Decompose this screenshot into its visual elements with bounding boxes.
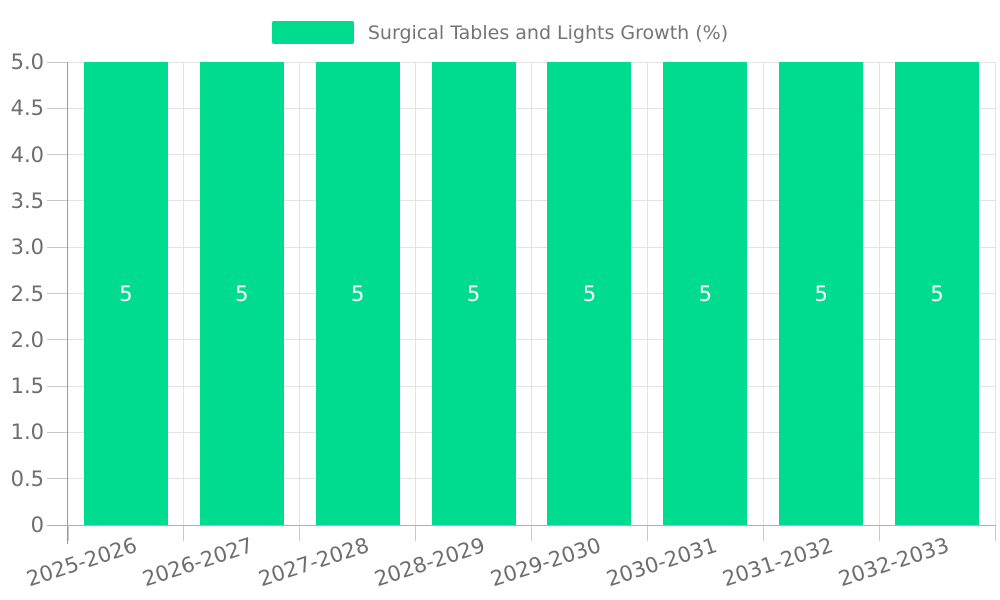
v-gridline [878, 62, 880, 525]
y-tick-label: 3.5 [10, 188, 44, 213]
y-axis-tick [47, 385, 68, 387]
y-axis-tick [47, 246, 68, 248]
v-gridline [646, 62, 648, 525]
bar-value-label: 5 [235, 281, 249, 306]
bar: 5 [895, 62, 980, 525]
y-axis-tick [47, 478, 68, 480]
x-axis-tick [878, 525, 880, 541]
y-axis-tick [47, 154, 68, 156]
x-tick-label: 2030-2031 [603, 533, 720, 592]
x-axis-tick [299, 525, 301, 541]
y-axis-tick [47, 339, 68, 341]
x-axis-line [47, 525, 996, 526]
bar-value-label: 5 [930, 281, 944, 306]
x-axis-tick [415, 525, 417, 541]
bar: 5 [83, 62, 168, 525]
bar: 5 [199, 62, 284, 525]
bar-value-label: 5 [698, 281, 712, 306]
y-axis-tick [47, 293, 68, 294]
x-tick-label: 2028-2029 [371, 533, 488, 592]
bar: 5 [547, 62, 632, 525]
v-gridline [299, 62, 301, 525]
y-tick-label: 4.0 [10, 142, 44, 167]
y-axis-tick [47, 107, 68, 109]
bar: 5 [779, 62, 864, 525]
x-tick-label: 2027-2028 [255, 533, 373, 592]
y-tick-label: 1.5 [10, 374, 44, 399]
x-tick-label: 2029-2030 [487, 533, 604, 592]
x-tick-label: 2032-2033 [835, 533, 952, 592]
bar-value-label: 5 [351, 281, 365, 306]
bar-value-label: 5 [814, 281, 828, 306]
v-gridline [994, 62, 996, 525]
y-tick-label: 2.0 [10, 327, 44, 352]
bar-value-label: 5 [466, 281, 481, 306]
legend[interactable]: Surgical Tables and Lights Growth (%) [0, 21, 1000, 44]
y-tick-label: 3.0 [10, 235, 44, 260]
x-axis-tick [183, 525, 185, 541]
x-axis-tick [531, 525, 532, 541]
bar: 5 [315, 62, 400, 525]
y-axis-tick [47, 200, 68, 202]
x-tick-label: 2026-2027 [139, 533, 257, 592]
v-gridline [531, 62, 532, 525]
x-tick-label: 2025-2026 [24, 533, 141, 592]
x-axis-tick [994, 525, 996, 541]
y-tick-label: 5.0 [10, 50, 44, 74]
x-tick-label: 2031-2032 [719, 533, 836, 592]
v-gridline [762, 62, 764, 525]
y-axis-line [67, 62, 68, 544]
y-axis-tick [47, 61, 68, 63]
bar: 5 [663, 62, 748, 525]
x-axis-tick [67, 525, 69, 541]
y-tick-label: 1.0 [10, 420, 44, 445]
legend-swatch-icon [271, 21, 354, 44]
y-tick-label: 2.5 [10, 281, 44, 306]
y-axis-tick [47, 431, 68, 433]
y-tick-label: 0 [30, 513, 44, 537]
legend-label: Surgical Tables and Lights Growth (%) [367, 21, 729, 44]
bar-value-label: 5 [582, 281, 597, 306]
bar-value-label: 5 [119, 281, 133, 306]
x-axis-tick [762, 525, 764, 541]
bar: 5 [431, 62, 516, 525]
y-tick-label: 4.5 [10, 96, 44, 121]
x-axis-tick [646, 525, 648, 541]
y-tick-label: 0.5 [10, 466, 44, 491]
v-gridline [415, 62, 417, 525]
v-gridline [183, 62, 185, 525]
